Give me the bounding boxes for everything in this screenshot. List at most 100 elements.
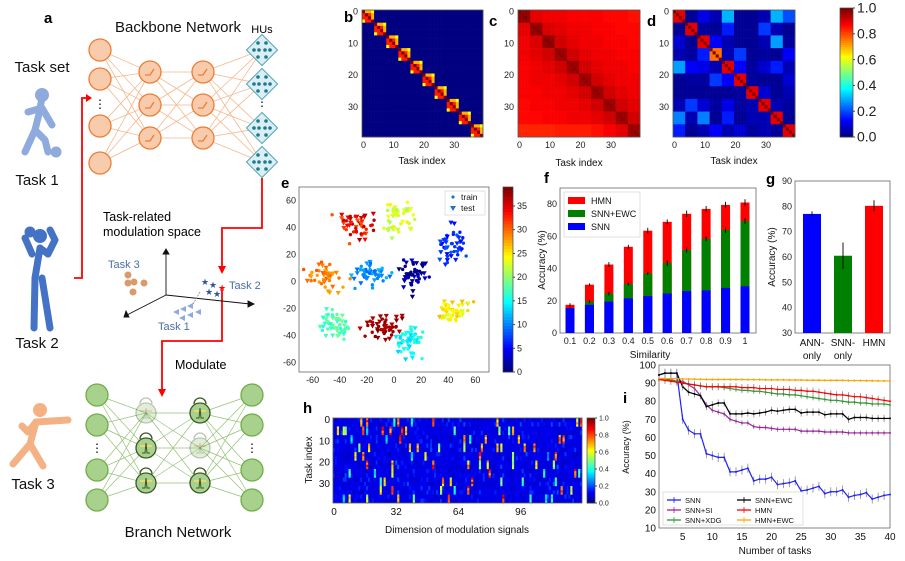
hu-dot (257, 160, 261, 164)
heatmap-cell (597, 73, 601, 77)
heatmap-cell (443, 54, 447, 58)
heatmap-cell (673, 124, 677, 128)
heatmap-cell (476, 86, 481, 90)
heatmap-cell (627, 35, 632, 39)
heatmap-cell (407, 105, 411, 109)
heatmap-cell (377, 76, 381, 81)
heatmap-cell (473, 51, 478, 55)
heatmap-cell (694, 108, 698, 112)
heatmap-cell (440, 44, 444, 49)
heatmap-cell (428, 114, 432, 119)
heatmap-cell (575, 105, 580, 109)
heatmap-cell (410, 117, 414, 122)
heatmap-cell (782, 111, 787, 116)
heatmap-cell (606, 13, 610, 17)
heatmap-cell (709, 121, 713, 125)
heatmap-cell (597, 98, 601, 103)
heatmap-cell (395, 60, 399, 65)
heatmap-cell (428, 86, 432, 90)
heatmap-cell (582, 70, 586, 74)
heatmap-cell (703, 22, 707, 27)
heatmap-cell (630, 35, 635, 39)
heatmap-cell (603, 54, 607, 58)
heatmap-cell (591, 83, 595, 87)
heatmap-cell (579, 48, 583, 52)
heatmap-cell (785, 83, 790, 87)
heatmap-cell (419, 38, 423, 43)
heatmap-cell (709, 41, 713, 46)
heatmap-cell (479, 22, 484, 27)
hu-dot (257, 82, 261, 86)
backbone-ellipsis: ⋮ (94, 97, 106, 111)
heatmap-cell (566, 92, 571, 97)
heatmap-cell (770, 19, 774, 23)
heatmap-cell (770, 89, 774, 93)
heatmap-cell (398, 95, 402, 100)
heatmap-cell (380, 10, 384, 14)
heatmap-cell (749, 121, 753, 125)
heatmap-cell (371, 70, 375, 74)
heatmap-cell (464, 95, 469, 100)
heatmap-cell (694, 54, 698, 58)
heatmap-cell (557, 44, 561, 49)
heatmap-cell (718, 111, 723, 116)
heatmap-cell (368, 32, 372, 36)
heatmap-cell (530, 41, 534, 46)
heatmap-cell (740, 19, 744, 23)
heatmap-cell (551, 92, 555, 97)
heatmap-cell (563, 60, 568, 65)
heatmap-cell (752, 10, 756, 14)
heatmap-cell (539, 25, 543, 30)
heatmap-cell (467, 38, 472, 43)
heatmap-cell (700, 22, 704, 27)
heatmap-cell (791, 25, 796, 30)
heatmap-cell (624, 98, 629, 103)
heatmap-cell (633, 54, 638, 58)
heatmap-cell (440, 29, 444, 33)
heatmap-cell (767, 54, 771, 58)
heatmap-cell (582, 102, 586, 106)
heatmap-cell (542, 16, 546, 20)
heatmap-cell (703, 29, 707, 33)
heatmap-cell (606, 76, 610, 81)
heatmap-cell (419, 57, 423, 62)
heatmap-cell (737, 89, 741, 93)
heatmap-cell (749, 114, 753, 119)
heatmap-cell (422, 108, 426, 112)
heatmap-cell (527, 10, 531, 14)
heatmap-cell (585, 29, 589, 33)
heatmap-cell (428, 89, 432, 93)
heatmap-cell (630, 124, 635, 128)
heatmap-cell (676, 41, 680, 46)
heatmap-cell (624, 60, 629, 65)
heatmap-cell (755, 117, 759, 122)
heatmap-cell (730, 83, 735, 87)
heatmap-cell (575, 35, 580, 39)
heatmap-cell (368, 67, 372, 71)
heatmap-cell (371, 133, 375, 138)
heatmap-cell (615, 19, 619, 23)
heatmap-cell (682, 67, 686, 71)
heatmap-cell (776, 41, 781, 46)
heatmap-cell (458, 67, 463, 71)
heatmap-cell (428, 105, 432, 109)
heatmap-cell (591, 51, 595, 55)
heatmap-cell (776, 54, 781, 58)
heatmap-cell (591, 16, 595, 20)
heatmap-cell (575, 114, 580, 119)
heatmap-cell (455, 130, 460, 135)
heatmap-cell (615, 60, 619, 65)
heatmap-cell (533, 111, 537, 116)
heatmap-cell (452, 57, 457, 62)
heatmap-cell (749, 111, 753, 116)
heatmap-cell (449, 35, 454, 39)
heatmap-cell (788, 63, 793, 68)
heatmap-cell (479, 105, 484, 109)
heatmap-cell (365, 111, 369, 116)
heatmap-cell (749, 98, 753, 103)
heatmap-cell (413, 121, 417, 125)
hu-dot (263, 48, 267, 52)
heatmap-cell (443, 63, 447, 68)
heatmap-cell (703, 60, 707, 65)
heatmap-cell (624, 76, 629, 81)
